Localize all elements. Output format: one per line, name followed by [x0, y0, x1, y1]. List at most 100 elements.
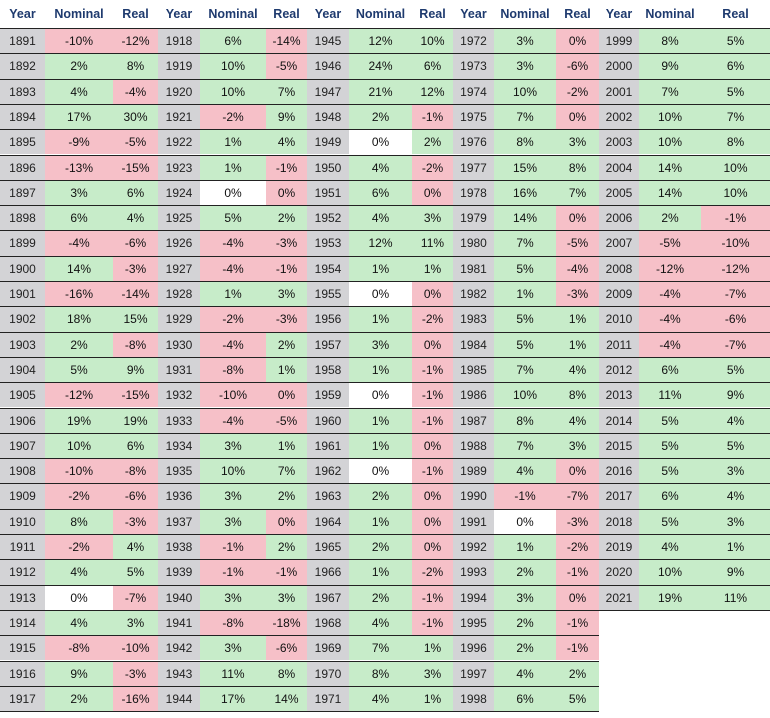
nominal-return-cell: 6% — [494, 686, 556, 712]
row-divider — [453, 306, 599, 308]
nominal-return-cell: -4% — [639, 282, 701, 307]
real-return-cell: -14% — [113, 282, 158, 307]
row-divider — [307, 584, 453, 586]
nominal-return-cell: 18% — [45, 307, 113, 332]
real-return-cell: 0% — [556, 104, 599, 130]
nominal-return-cell: 4% — [349, 155, 412, 180]
row-divider — [453, 154, 599, 156]
nominal-return-cell: 5% — [45, 357, 113, 383]
year-cell: 1986 — [453, 383, 494, 408]
row-divider — [0, 685, 158, 687]
year-cell: 1953 — [307, 231, 349, 256]
nominal-return-cell: 12% — [349, 29, 412, 54]
nominal-return-cell: -10% — [200, 383, 266, 408]
real-return-cell: 8% — [556, 155, 599, 180]
year-cell: 1962 — [307, 459, 349, 484]
year-cell: 1908 — [0, 459, 45, 484]
year-cell: 1909 — [0, 484, 45, 509]
nominal-return-cell: 9% — [45, 661, 113, 686]
year-cell: 1998 — [453, 686, 494, 712]
real-return-cell: -3% — [113, 509, 158, 534]
year-cell: 1907 — [0, 433, 45, 459]
real-return-cell: 0% — [266, 180, 307, 206]
real-return-cell: -10% — [113, 636, 158, 661]
row-divider — [453, 407, 599, 409]
real-return-cell: -1% — [412, 357, 453, 383]
row-divider — [307, 179, 453, 181]
year-cell: 2011 — [599, 332, 639, 357]
real-return-cell: 0% — [556, 585, 599, 610]
row-divider — [307, 660, 453, 662]
nominal-return-cell: 5% — [639, 408, 701, 433]
row-divider — [599, 407, 770, 409]
nominal-return-cell: 8% — [349, 661, 412, 686]
nominal-return-cell: 4% — [45, 610, 113, 636]
real-return-cell: 4% — [556, 357, 599, 383]
nominal-return-cell: 5% — [494, 307, 556, 332]
year-cell: 1972 — [453, 29, 494, 54]
year-cell: 1981 — [453, 256, 494, 281]
nominal-return-cell: -4% — [200, 256, 266, 281]
real-return-cell: 1% — [412, 636, 453, 661]
real-return-cell: 9% — [266, 104, 307, 130]
real-return-cell: 6% — [113, 433, 158, 459]
year-cell: 1992 — [453, 535, 494, 560]
row-divider — [0, 660, 158, 662]
real-return-cell: 4% — [266, 130, 307, 155]
year-cell: 1967 — [307, 585, 349, 610]
nominal-return-cell: 3% — [494, 585, 556, 610]
nominal-return-cell: 2% — [494, 636, 556, 661]
nominal-return-cell: 1% — [349, 357, 412, 383]
year-cell: 1901 — [0, 282, 45, 307]
year-cell: 1921 — [158, 104, 200, 130]
row-divider — [0, 559, 158, 561]
real-return-cell: -15% — [113, 383, 158, 408]
nominal-return-cell: 4% — [494, 661, 556, 686]
column-header-year: Year — [460, 7, 487, 21]
nominal-return-cell: 10% — [200, 459, 266, 484]
nominal-return-cell: 4% — [349, 610, 412, 636]
row-divider — [307, 154, 453, 156]
row-divider — [453, 103, 599, 105]
row-divider — [0, 129, 158, 131]
real-return-cell: 0% — [412, 484, 453, 509]
row-divider — [158, 306, 307, 308]
nominal-return-cell: 4% — [639, 535, 701, 560]
real-return-cell: 0% — [412, 509, 453, 534]
year-cell: 1970 — [307, 661, 349, 686]
row-divider — [599, 483, 770, 485]
year-cell: 1987 — [453, 408, 494, 433]
year-cell: 1984 — [453, 332, 494, 357]
nominal-return-cell: 2% — [494, 610, 556, 636]
real-return-cell: 2% — [266, 332, 307, 357]
header-divider — [307, 28, 453, 29]
row-divider — [307, 483, 453, 485]
real-return-cell: -15% — [113, 155, 158, 180]
real-return-cell: -1% — [412, 408, 453, 433]
row-divider — [158, 660, 307, 662]
real-return-cell: 5% — [701, 433, 770, 459]
row-divider — [307, 508, 453, 510]
row-divider — [453, 660, 599, 662]
real-return-cell: 4% — [556, 408, 599, 433]
real-return-cell: -1% — [556, 610, 599, 636]
year-cell: 1903 — [0, 332, 45, 357]
row-divider — [0, 281, 158, 282]
row-divider — [0, 78, 158, 80]
year-cell: 1895 — [0, 130, 45, 155]
year-cell: 1947 — [307, 79, 349, 104]
year-cell: 1959 — [307, 383, 349, 408]
row-divider — [0, 382, 158, 384]
nominal-return-cell: -2% — [45, 484, 113, 509]
nominal-return-cell: 0% — [349, 282, 412, 307]
row-divider — [0, 609, 158, 611]
nominal-return-cell: -4% — [639, 307, 701, 332]
nominal-return-cell: 5% — [639, 459, 701, 484]
real-return-cell: 14% — [266, 686, 307, 712]
nominal-return-cell: 7% — [494, 357, 556, 383]
row-divider — [453, 230, 599, 232]
nominal-return-cell: 3% — [200, 585, 266, 610]
year-cell: 1904 — [0, 357, 45, 383]
nominal-return-cell: 1% — [494, 535, 556, 560]
column-header-year: Year — [314, 7, 342, 21]
